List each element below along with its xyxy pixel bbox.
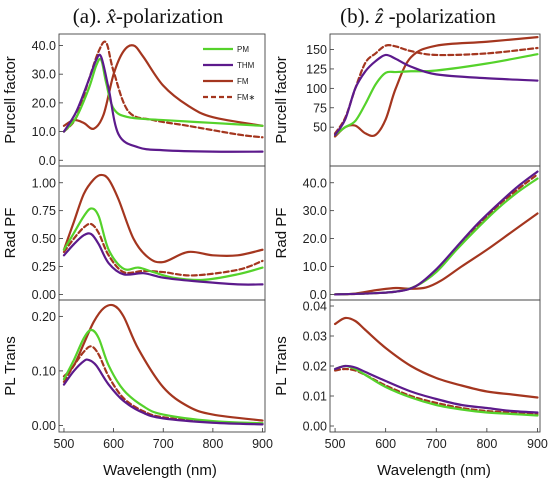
y-tick-label: 0.25 — [32, 260, 56, 274]
x-tick-label: 900 — [527, 437, 548, 451]
y-tick-label: 10.0 — [32, 125, 56, 139]
y-tick-label: 0.0 — [310, 288, 327, 302]
y-axis-label: Purcell factor — [2, 56, 19, 144]
y-tick-label: 30.0 — [32, 68, 56, 82]
x-axis-label-a: Wavelength (nm) — [103, 462, 217, 479]
series-line-fm — [62, 303, 264, 422]
y-tick-label: 0.10 — [32, 364, 56, 378]
y-tick-label: 1.00 — [32, 176, 56, 190]
y-tick-label: 0.50 — [32, 232, 56, 246]
y-tick-label: 0.01 — [303, 390, 327, 404]
column-a-title: (a). x̂-polarization — [73, 4, 224, 28]
y-tick-label: 40.0 — [303, 176, 327, 190]
panel-a-purcell: 0.0 10.0 20.0 30.0 40.0 Purcell factor — [2, 33, 266, 168]
series-line-pm — [62, 328, 264, 425]
y-axis-label: PL Trans — [273, 336, 290, 395]
panel-a-pltrans: 0.00 0.10 0.20 500 600 700 800 900 PL Trans — [2, 299, 273, 451]
x-tick-label: 500 — [325, 437, 346, 451]
panel-b-pltrans: 0.00 0.01 0.02 0.03 0.04 500 600 700 800 900 PL Tr… — [273, 300, 548, 452]
y-tick-label: 30.0 — [303, 204, 327, 218]
plot-frame — [329, 299, 541, 433]
y-axis-label: Rad PF — [273, 208, 290, 259]
y-axis-label: Purcell factor — [273, 56, 290, 144]
x-tick-label: 600 — [103, 437, 124, 451]
y-tick-label: 20.0 — [303, 232, 327, 246]
y-axis-label: PL Trans — [2, 336, 19, 395]
series-line-fmstar — [62, 222, 264, 277]
y-tick-label: 0.00 — [303, 420, 327, 434]
y-tick-label: 100 — [306, 82, 327, 96]
x-tick-label: 600 — [375, 437, 396, 451]
column-b-title: (b). ẑ -polarization — [340, 4, 496, 28]
x-tick-label: 800 — [476, 437, 497, 451]
legend-label-thm: THM — [237, 61, 255, 70]
y-tick-label: 0.02 — [303, 360, 327, 374]
y-tick-label: 0.0 — [39, 154, 56, 168]
series-line-thm — [62, 232, 264, 286]
series-line-pm — [62, 57, 264, 133]
x-tick-label: 700 — [426, 437, 447, 451]
y-tick-label: 0.00 — [32, 288, 56, 302]
panel-a-radpf: 0.00 0.25 0.50 0.75 1.00 Rad PF — [2, 165, 266, 302]
x-tick-label: 800 — [202, 437, 223, 451]
series-line-pm — [62, 207, 264, 282]
series-line-fmstar — [62, 345, 264, 425]
series-line-fm — [333, 316, 539, 399]
x-tick-label: 900 — [252, 437, 273, 451]
series-line-fmstar — [333, 367, 539, 416]
x-axis-label-b: Wavelength (nm) — [377, 462, 491, 479]
series-line-fm — [62, 44, 264, 131]
y-tick-label: 0.00 — [32, 419, 56, 433]
y-tick-label: 150 — [306, 43, 327, 57]
y-tick-label: 125 — [306, 62, 327, 76]
series-line-fm — [333, 36, 539, 138]
series-line-pm — [333, 364, 539, 417]
y-tick-label: 0.75 — [32, 204, 56, 218]
series-line-fmstar — [62, 40, 264, 139]
legend-label-fmstar: FM∗ — [237, 93, 255, 102]
y-tick-label: 0.20 — [32, 310, 56, 324]
y-tick-label: 0.04 — [303, 300, 327, 314]
y-tick-label: 20.0 — [32, 96, 56, 110]
legend-label-pm: PM — [237, 45, 249, 54]
y-tick-label: 0.03 — [303, 330, 327, 344]
legend-label-fm: FM — [237, 77, 249, 86]
y-tick-label: 40.0 — [32, 39, 56, 53]
y-tick-label: 50 — [313, 121, 327, 135]
plot-frame — [58, 33, 266, 167]
plot-frame — [58, 299, 266, 433]
series-line-thm — [333, 170, 539, 296]
legend: PM THM FM FM∗ — [203, 45, 255, 102]
panel-b-radpf: 0.0 10.0 20.0 30.0 40.0 Rad PF — [273, 165, 541, 302]
x-tick-label: 700 — [153, 437, 174, 451]
series-line-thm — [62, 358, 264, 426]
y-tick-label: 10.0 — [303, 260, 327, 274]
series-line-thm — [333, 53, 539, 137]
series-line-pm — [333, 53, 539, 137]
series-line-fm — [62, 173, 264, 264]
series-line-fmstar — [333, 44, 539, 135]
y-tick-label: 75 — [313, 101, 327, 115]
plot-frame — [329, 33, 541, 167]
x-tick-label: 500 — [54, 437, 75, 451]
y-axis-label: Rad PF — [2, 208, 19, 259]
series-line-thm — [333, 364, 539, 414]
series-line-thm — [62, 53, 264, 153]
panel-b-purcell: 50 75 100 125 150 Purcell factor — [273, 33, 541, 167]
series-line-fm — [333, 212, 539, 296]
